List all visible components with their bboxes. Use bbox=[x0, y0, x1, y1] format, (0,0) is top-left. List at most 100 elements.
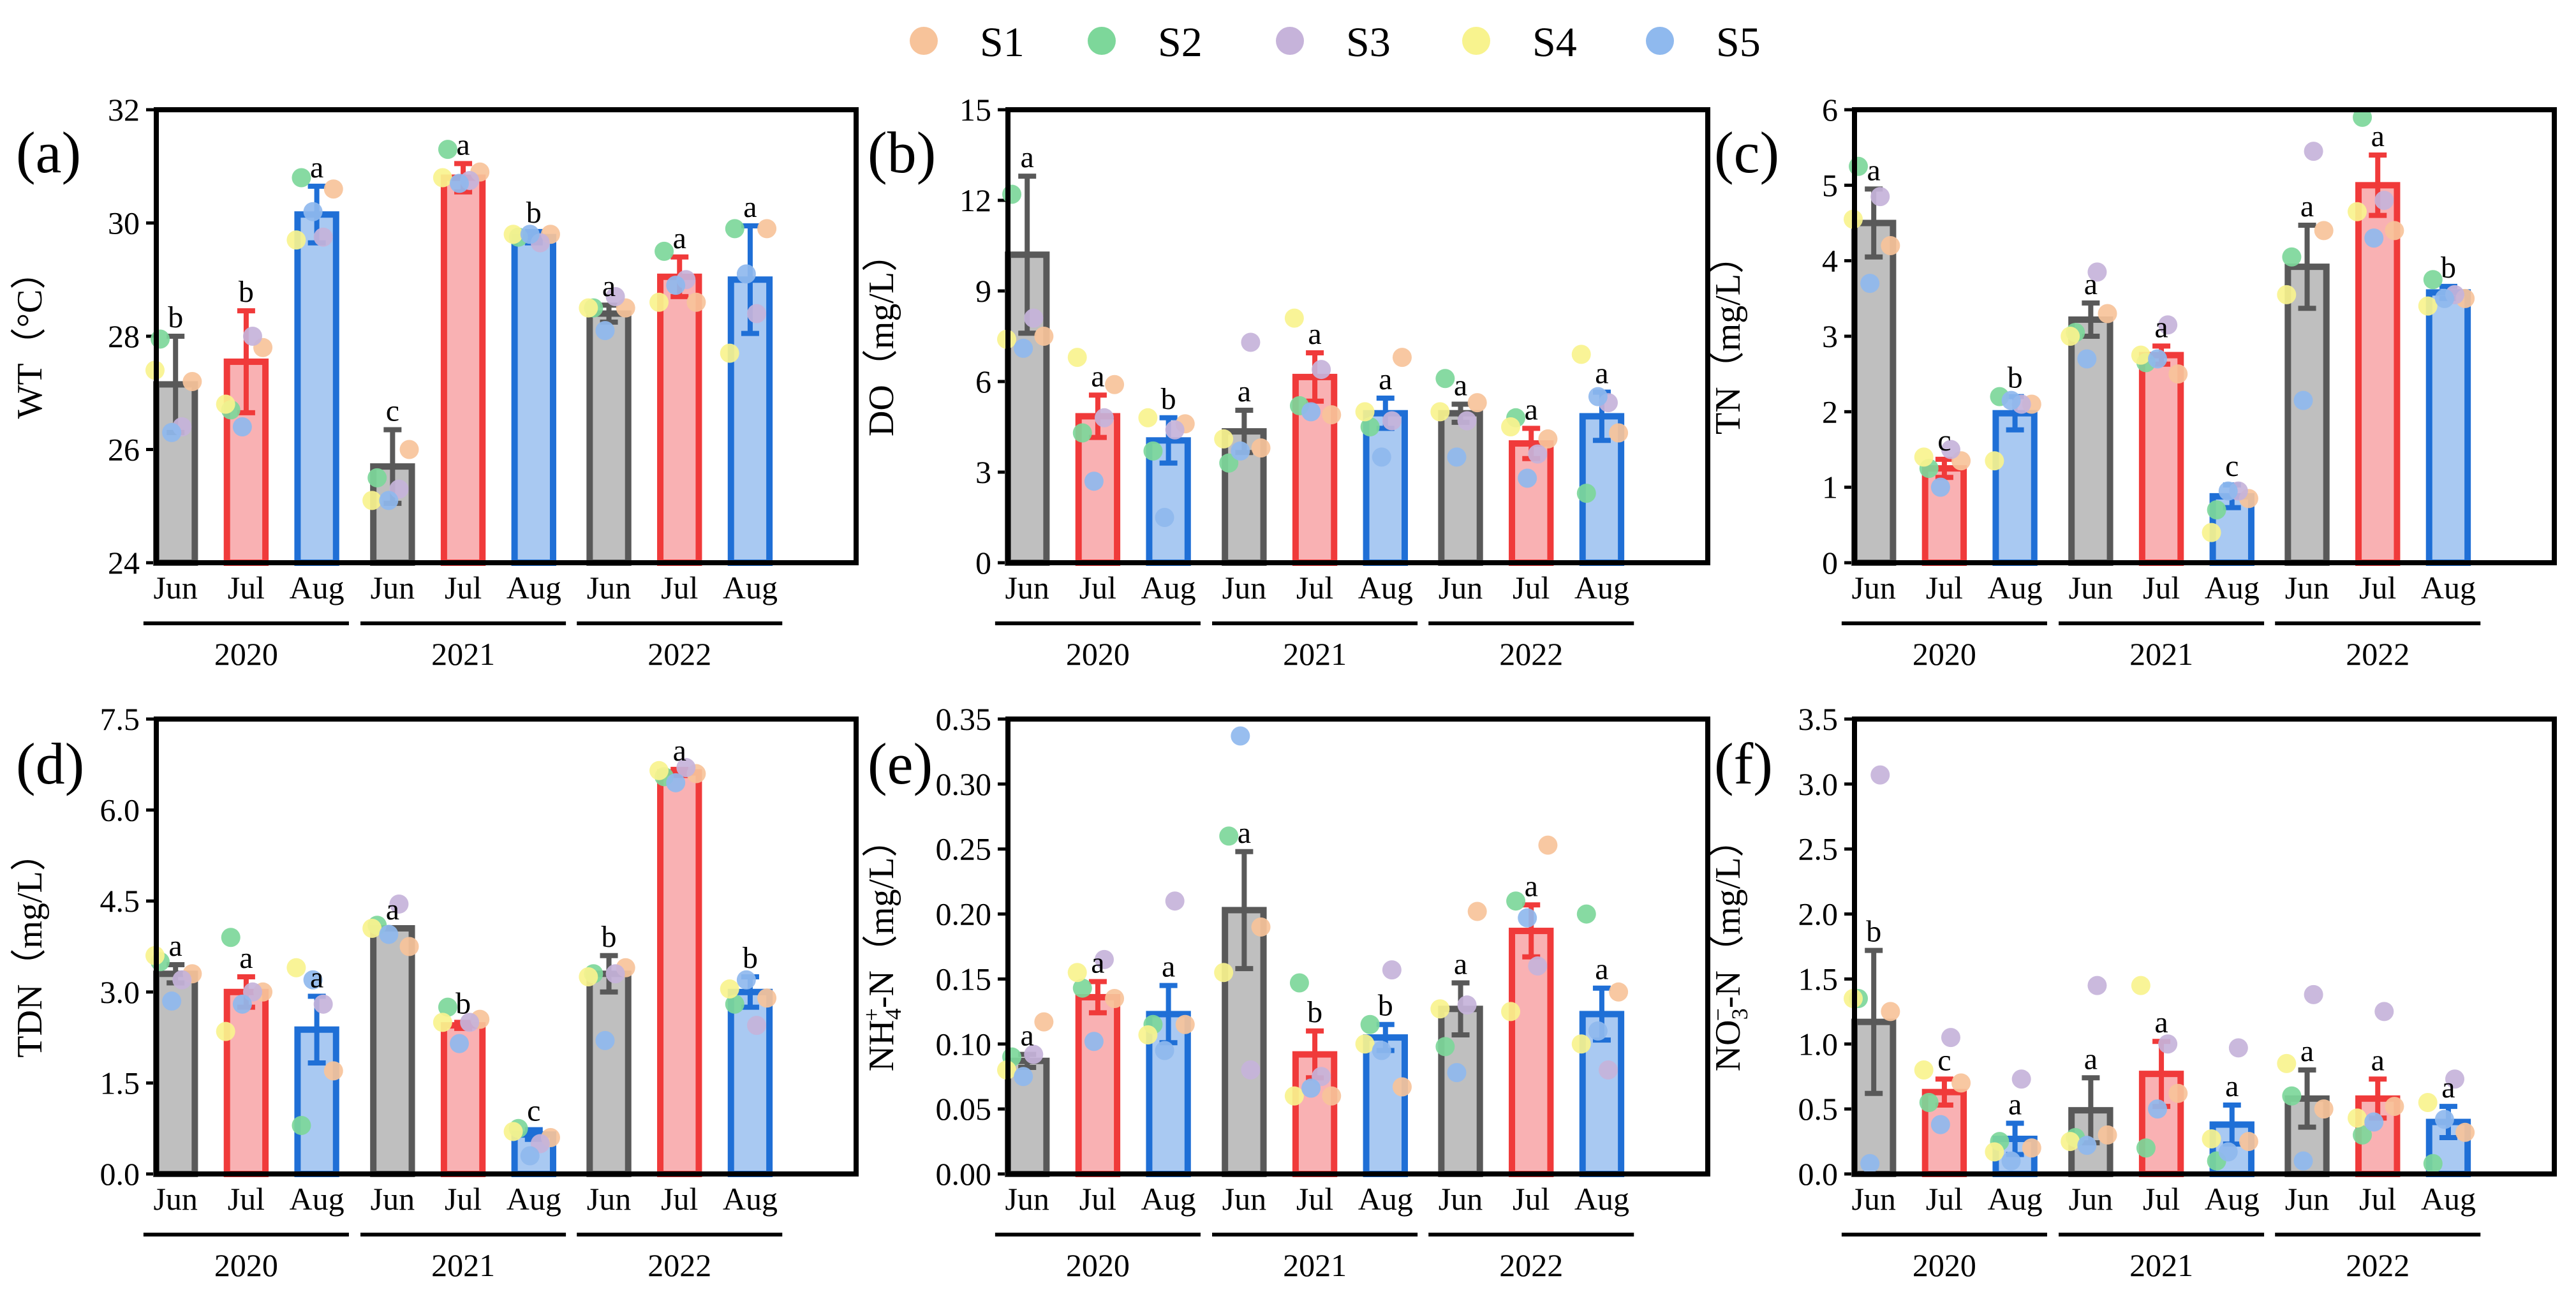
point-s4 bbox=[1571, 1034, 1591, 1054]
point-s3 bbox=[2158, 1034, 2178, 1054]
significance-letter: c bbox=[386, 394, 399, 427]
legend-label-s1: S1 bbox=[980, 19, 1025, 66]
significance-letter: b bbox=[526, 196, 542, 230]
point-s2 bbox=[438, 140, 457, 160]
point-s4 bbox=[2348, 1108, 2367, 1128]
y-tick-label: 2.5 bbox=[1798, 831, 1839, 867]
point-s3 bbox=[242, 327, 262, 346]
bar-group: b Jun bbox=[1843, 765, 1900, 1217]
bar bbox=[223, 988, 269, 1178]
significance-letter: a bbox=[1525, 392, 1538, 426]
point-s1 bbox=[1609, 423, 1629, 443]
x-tick-label: Aug bbox=[1141, 1181, 1196, 1217]
legend-label-s4: S4 bbox=[1532, 19, 1577, 66]
bar bbox=[1075, 993, 1121, 1178]
point-s5 bbox=[2001, 1151, 2021, 1171]
x-tick-label: Jun bbox=[2069, 1181, 2113, 1217]
point-s3 bbox=[2304, 984, 2323, 1004]
point-s5 bbox=[1084, 1032, 1104, 1051]
legend-label-s2: S2 bbox=[1158, 19, 1203, 66]
point-s5 bbox=[520, 1146, 540, 1166]
point-s2 bbox=[1072, 978, 1092, 998]
x-tick-label: Jul bbox=[445, 1181, 482, 1217]
x-tick-label: Jun bbox=[1851, 570, 1895, 605]
x-tick-label: Aug bbox=[2421, 1181, 2476, 1217]
y-tick-label: 1 bbox=[1822, 470, 1838, 505]
bar bbox=[2284, 264, 2330, 566]
year-label: 2020 bbox=[214, 636, 278, 672]
x-tick-label: Aug bbox=[1988, 570, 2043, 605]
point-s3 bbox=[2304, 142, 2323, 161]
bar-group: c Jul bbox=[1914, 424, 1971, 605]
x-tick-label: Aug bbox=[723, 570, 778, 605]
bar-group: a Jul bbox=[649, 221, 706, 605]
point-s3 bbox=[2011, 1069, 2031, 1089]
bar bbox=[2138, 352, 2184, 566]
significance-letter: a bbox=[1091, 946, 1104, 980]
point-s1 bbox=[1105, 375, 1125, 394]
legend-label-s5: S5 bbox=[1716, 19, 1761, 66]
x-tick-label: Aug bbox=[1358, 570, 1413, 605]
point-s5 bbox=[1447, 447, 1467, 467]
x-tick-label: Jun bbox=[2285, 1181, 2329, 1217]
point-s3 bbox=[1024, 1044, 1044, 1064]
point-s5 bbox=[520, 225, 540, 244]
point-s5 bbox=[1447, 1063, 1467, 1083]
significance-letter: a bbox=[2154, 310, 2168, 344]
bar bbox=[2425, 289, 2471, 566]
significance-letter: b bbox=[2441, 251, 2456, 285]
y-tick-label: 24 bbox=[108, 545, 140, 581]
significance-letter: a bbox=[673, 734, 686, 768]
year-label: 2021 bbox=[431, 1247, 495, 1283]
y-axis-label: TDN（mg/L） bbox=[10, 835, 50, 1057]
point-s5 bbox=[2001, 390, 2021, 410]
significance-letter: b bbox=[168, 301, 183, 334]
point-s5 bbox=[1860, 1154, 1880, 1173]
legend-item-s4: S4 bbox=[1462, 19, 1577, 66]
y-tick-label: 0.5 bbox=[1798, 1091, 1839, 1127]
significance-letter: a bbox=[456, 128, 470, 161]
bar bbox=[1992, 410, 2038, 567]
point-s1 bbox=[757, 988, 777, 1008]
significance-letter: b bbox=[455, 986, 471, 1020]
point-s4 bbox=[1985, 451, 2004, 471]
point-s2 bbox=[2282, 247, 2302, 267]
panel-label: (e) bbox=[868, 731, 933, 796]
y-tick-label: 0.0 bbox=[1798, 1156, 1839, 1192]
bar-group: a Aug bbox=[1355, 348, 1413, 605]
y-tick-label: 30 bbox=[108, 205, 140, 241]
significance-letter: a bbox=[1091, 359, 1104, 393]
point-s1 bbox=[2455, 1122, 2475, 1142]
point-s4 bbox=[1571, 345, 1591, 364]
x-tick-label: Jul bbox=[445, 570, 482, 605]
point-s5 bbox=[1372, 447, 1391, 467]
significance-letter: c bbox=[1937, 1043, 1951, 1077]
significance-letter: a bbox=[2300, 1034, 2314, 1068]
bar bbox=[440, 174, 486, 566]
bar-group: a Jun bbox=[2277, 142, 2334, 605]
significance-letter: a bbox=[1867, 153, 1881, 187]
y-axis-label: DO（mg/L） bbox=[862, 236, 901, 436]
point-s2 bbox=[1219, 826, 1239, 846]
point-s4 bbox=[579, 298, 598, 318]
bar-group: b Aug bbox=[1138, 382, 1196, 605]
year-label: 2022 bbox=[2346, 1247, 2409, 1283]
legend-item-s3: S3 bbox=[1276, 19, 1391, 66]
significance-letter: a bbox=[2154, 1006, 2168, 1039]
point-s4 bbox=[1914, 447, 1934, 467]
y-axis-label: WT（°C） bbox=[10, 254, 50, 419]
bar bbox=[657, 769, 702, 1177]
point-s4 bbox=[2277, 285, 2297, 304]
significance-letter: a bbox=[1595, 953, 1608, 986]
point-s5 bbox=[2148, 349, 2168, 369]
point-s4 bbox=[503, 225, 523, 244]
significance-letter: c bbox=[527, 1094, 540, 1128]
point-s1 bbox=[686, 292, 706, 312]
point-s5 bbox=[450, 1034, 470, 1053]
x-tick-label: Aug bbox=[2205, 570, 2260, 605]
point-s1 bbox=[1881, 1002, 1900, 1021]
point-s2 bbox=[1289, 973, 1309, 993]
point-s2 bbox=[1360, 417, 1380, 436]
x-tick-label: Jun bbox=[153, 570, 197, 605]
x-tick-label: Jun bbox=[1222, 570, 1266, 605]
